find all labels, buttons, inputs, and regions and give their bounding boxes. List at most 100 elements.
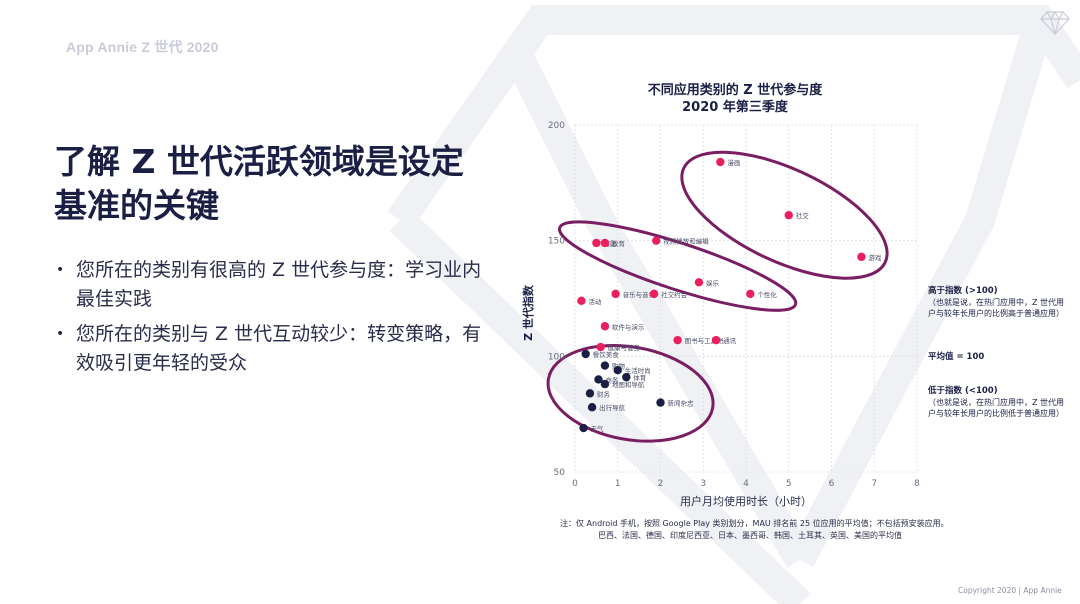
- y-tick-label: 50: [554, 468, 566, 478]
- bullet-text: 您所在的类别有很高的 Z 世代参与度：学习业内最佳实践: [76, 259, 482, 310]
- x-tick-label: 2: [658, 479, 664, 489]
- data-point: [613, 366, 622, 375]
- data-point: [711, 335, 721, 345]
- x-tick-label: 5: [786, 479, 792, 489]
- cluster-ellipse-top: [680, 150, 889, 280]
- point-label: 出行导航: [599, 403, 626, 412]
- data-point: [673, 335, 682, 345]
- x-tick-label: 6: [829, 479, 835, 489]
- y-tick-label: 150: [548, 237, 565, 247]
- data-point: [600, 379, 610, 389]
- point-label: 漫画: [727, 158, 740, 167]
- point-label: 社交约会: [661, 290, 688, 299]
- bullet-dot-icon: •: [56, 262, 65, 278]
- point-label: 娱乐: [706, 278, 720, 287]
- cluster-ellipses: [546, 150, 889, 443]
- point-label: 活动: [588, 297, 602, 306]
- data-point: [649, 289, 659, 299]
- chart-title: 不同应用类别的 Z 世代参与度: [647, 83, 823, 98]
- point-label: 软件与演示: [612, 322, 645, 331]
- cluster-ellipse-low: [546, 344, 715, 443]
- x-tick-label: 0: [572, 479, 578, 489]
- data-point: [579, 423, 588, 433]
- point-label: 商务: [606, 375, 620, 384]
- data-point: [857, 252, 866, 262]
- note-below-head: 低于指数 (<100): [928, 386, 998, 396]
- point-label: 财务: [597, 389, 611, 398]
- point-label: 餐饮美食: [593, 350, 620, 359]
- bullet-dot-icon: •: [56, 326, 65, 342]
- point-label: 个性化: [757, 290, 777, 299]
- chart-title-block: 不同应用类别的 Z 世代参与度 2020 年第三季度: [600, 82, 870, 116]
- point-label: 天气: [591, 424, 605, 433]
- point-label: 社交: [796, 211, 810, 220]
- point-label: 新闻杂志: [668, 399, 695, 408]
- data-point: [694, 278, 704, 287]
- data-point: [596, 342, 605, 352]
- note-above-body: （也就是说，在热门应用中，Z 世代用户与较年长用户的比例高于普通应用）: [928, 298, 1065, 318]
- y-tick-label: 100: [548, 352, 565, 362]
- data-point: [581, 349, 590, 359]
- title-line-2: 基准的关键: [54, 186, 219, 225]
- data-point: [585, 389, 595, 398]
- note-above-index: 高于指数 (>100) （也就是说，在热门应用中，Z 世代用户与较年长用户的比例…: [928, 286, 1068, 319]
- copyright: Copyright 2020 | App Annie: [958, 586, 1062, 595]
- point-label: 通讯: [723, 336, 737, 345]
- point-label: 教育: [612, 239, 626, 248]
- x-tick-label: 4: [743, 479, 749, 489]
- brand-label: App Annie Z 世代 2020: [66, 39, 219, 55]
- point-label: 摄影: [603, 239, 617, 248]
- note-average: 平均值 = 100: [928, 352, 1068, 363]
- note-below-index: 低于指数 (<100) （也就是说，在热门应用中，Z 世代用户与较年长用户的比例…: [928, 386, 1068, 419]
- data-point: [592, 238, 601, 248]
- y-tick-label: 200: [548, 121, 565, 131]
- data-point: [652, 236, 661, 245]
- footnote-line-2: 巴西、法国、德国、印度尼西亚、日本、墨西哥、韩国、土耳其、英国、美国的平均值: [598, 531, 902, 540]
- data-point: [577, 296, 586, 306]
- data-point: [716, 157, 725, 167]
- point-label: 视频播放和编辑: [663, 237, 709, 246]
- data-point: [784, 211, 793, 220]
- data-point: [600, 238, 610, 248]
- x-tick-label: 7: [871, 479, 877, 489]
- point-label: 体育: [633, 373, 647, 382]
- diamond-logo-icon: [1040, 10, 1070, 36]
- footnote: 注：仅 Android 手机，按照 Google Play 类别划分，MAU 排…: [560, 518, 980, 542]
- cluster-ellipse-middle: [557, 220, 798, 312]
- data-point: [594, 375, 603, 384]
- data-point: [587, 403, 597, 412]
- data-point: [600, 322, 610, 331]
- data-point: [600, 361, 610, 370]
- bullet-item: • 您所在的类别有很高的 Z 世代参与度：学习业内最佳实践: [56, 256, 496, 314]
- x-tick-label: 3: [700, 479, 706, 489]
- x-axis-label: 用户月均使用时长（小时）: [680, 494, 812, 508]
- point-label: 图书与工具书: [685, 336, 725, 345]
- note-above-head: 高于指数 (>100): [928, 286, 998, 296]
- page-title: 了解 Z 世代活跃领域是设定 基准的关键: [54, 140, 494, 228]
- x-tick-label: 8: [914, 479, 920, 489]
- point-label: 购物: [612, 362, 626, 371]
- point-label: 音乐与音频: [623, 290, 656, 299]
- data-point: [746, 289, 755, 299]
- bullet-text: 您所在的类别与 Z 世代互动较少：转变策略，有效吸引更年轻的受众: [76, 323, 482, 374]
- note-average-head: 平均值 = 100: [928, 352, 985, 362]
- y-axis-label: Z 世代指数: [521, 284, 535, 341]
- point-label: 生活时尚: [625, 366, 651, 375]
- bullet-list: • 您所在的类别有很高的 Z 世代参与度：学习业内最佳实践 • 您所在的类别与 …: [56, 256, 496, 384]
- data-point: [611, 289, 620, 299]
- x-tick-label: 1: [615, 479, 621, 489]
- note-below-body: （也就是说，在热门应用中，Z 世代用户与较年长用户的比例低于普通应用）: [928, 398, 1065, 418]
- axis-tick-labels: 0 1 2 3 4 5 6 7 8 50 100 150 200: [548, 121, 920, 489]
- data-point: [622, 372, 631, 382]
- footnote-line-1: 注：仅 Android 手机，按照 Google Play 类别划分，MAU 排…: [560, 519, 949, 528]
- chart-subtitle: 2020 年第三季度: [682, 100, 788, 115]
- chart-grid: [574, 124, 918, 473]
- bullet-item: • 您所在的类别与 Z 世代互动较少：转变策略，有效吸引更年轻的受众: [56, 320, 496, 378]
- data-point: [656, 398, 665, 407]
- point-label: 地图和导航: [612, 380, 645, 389]
- point-label: 健康与健身: [608, 343, 641, 352]
- point-label: 游戏: [868, 253, 882, 262]
